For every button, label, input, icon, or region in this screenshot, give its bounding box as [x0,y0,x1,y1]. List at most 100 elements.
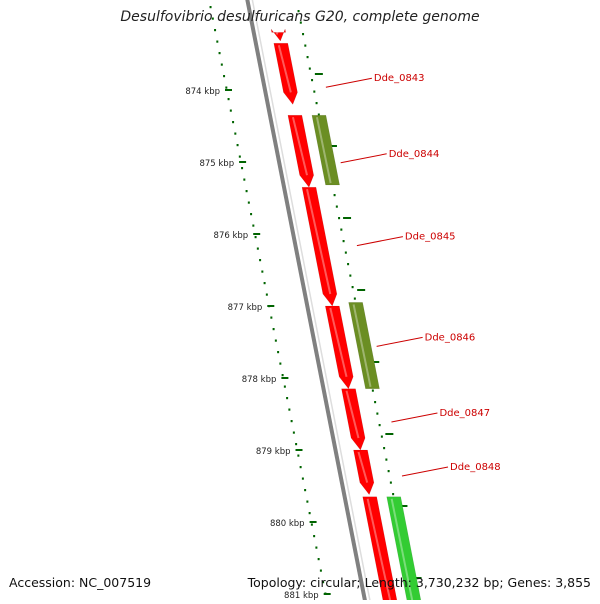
scale-dot-inner [243,178,246,181]
scale-dot-outer [385,458,388,461]
gene-arrow [386,496,422,604]
scale-dot-inner [313,535,316,538]
scale-dot-inner [250,213,253,216]
scale-dot-inner [306,500,309,503]
scale-dot-inner [247,201,250,204]
scale-dot-inner [245,190,248,193]
gene-label-leader [340,153,387,164]
scale-dot-outer [342,240,345,243]
scale-dot-inner [252,224,255,227]
gene-label-leader [401,466,449,477]
scale-dot-inner [214,29,217,32]
scale-dot-inner [295,443,298,446]
scale-dot-outer [340,228,343,231]
scale-dot-inner [241,167,244,170]
scale-dot-inner [229,109,232,112]
scale-dot-outer [392,493,395,496]
gene-arrow [324,305,354,390]
gene-arrow [348,302,380,390]
scale-dot-outer [353,297,356,300]
gene-arrow-shine [329,307,348,378]
scale-dot-inner [227,98,230,101]
scale-dot-inner [297,454,300,457]
gene-arrow-shine [277,44,292,93]
scale-dot-inner [220,63,223,66]
kbp-tick-label: 881 kbp [284,591,319,600]
gene-arrow-shine [291,116,309,176]
scale-dot-inner [308,512,311,515]
genome-summary-text: Topology: circular; Length: 3,730,232 bp… [247,575,591,590]
gene-label: Dde_0845 [405,232,456,243]
gene-label-leader [391,412,438,423]
scale-dot-outer [389,481,392,484]
scale-dot-inner [261,270,264,273]
gene-arrow [287,114,314,188]
scale-dot-inner [216,40,219,43]
gene-arrow [270,28,286,42]
scale-dot-inner [310,523,313,526]
scale-dot-outer [376,412,379,415]
scale-dot-inner [238,155,241,158]
scale-dot-inner [288,408,291,411]
scale-dot-inner [286,397,289,400]
scale-dot-inner [315,546,318,549]
gene-label: Dde_0844 [389,149,440,160]
gene-arrow [353,449,375,496]
scale-dot-outer [313,90,316,93]
scale-dot-outer [304,44,307,47]
gene-arrow [301,186,338,307]
gene-arrow [362,496,398,604]
gene-arrow [273,42,298,105]
scale-dot-inner [265,293,268,296]
scale-dot-inner [290,420,293,423]
gene-label-leader [376,336,423,347]
gene-arrow-shine [366,498,392,604]
map-title: Desulfovibrio desulfuricans G20, complet… [120,9,480,25]
gene-label: Dde_0847 [439,408,490,419]
gene-arrow-shine [390,498,414,604]
scale-dot-outer [374,401,377,404]
scale-dot-inner [277,351,280,354]
scale-dot-outer [338,217,341,220]
kbp-tick-label: 879 kbp [256,447,291,457]
scale-dot-inner [283,385,286,388]
backbone-line [245,0,368,604]
kbp-tick-label: 880 kbp [270,519,305,529]
scale-dot-outer [380,435,383,438]
scale-dot-inner [319,569,322,572]
scale-dot-outer [306,56,309,59]
scale-dot-outer [387,470,390,473]
kbp-tick-label: 876 kbp [214,231,249,241]
scale-dot-inner [304,489,307,492]
kbp-tick-label: 875 kbp [199,159,234,169]
scale-dot-inner [211,17,214,20]
kbp-tick-label: 877 kbp [228,303,263,313]
scale-dot-inner [223,75,226,78]
scale-dot-inner [299,466,302,469]
scale-dot-outer [344,251,347,254]
scale-dot-inner [274,339,277,342]
scale-dot-inner [225,86,228,89]
scale-dot-inner [292,431,295,434]
scale-dot-outer [315,102,318,105]
scale-dot-outer [299,21,302,24]
gene-arrow [341,388,366,451]
gene-label-leader [356,236,403,247]
scale-dot-outer [317,113,320,116]
scale-dot-outer [349,274,352,277]
scale-dot-inner [218,52,221,55]
scale-dot-outer [347,263,350,266]
kbp-tick-label: 878 kbp [242,375,277,385]
gene-arrow-shine [275,28,280,35]
scale-dot-outer [383,447,386,450]
scale-dot-inner [322,581,325,584]
accession-text: Accession: NC_007519 [9,575,152,590]
scale-dot-outer [302,33,305,36]
scale-dot-outer [333,194,336,197]
scale-dot-outer [335,205,338,208]
scale-dot-inner [232,121,235,124]
scale-dot-inner [209,6,212,9]
gene-arrow-shine [345,390,360,439]
scale-dot-inner [256,247,259,250]
